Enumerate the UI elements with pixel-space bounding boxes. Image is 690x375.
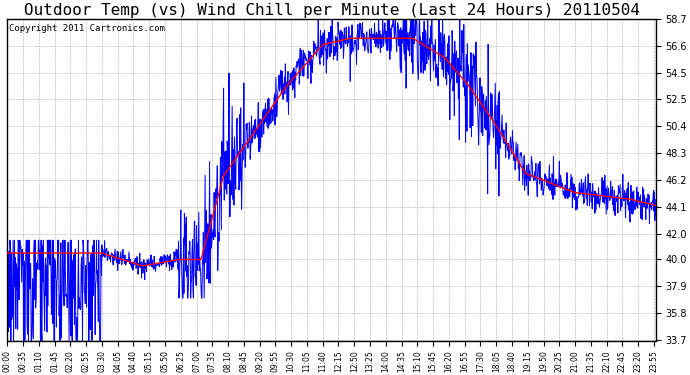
Title: Outdoor Temp (vs) Wind Chill per Minute (Last 24 Hours) 20110504: Outdoor Temp (vs) Wind Chill per Minute … xyxy=(23,3,640,18)
Text: Copyright 2011 Cartronics.com: Copyright 2011 Cartronics.com xyxy=(8,24,164,33)
